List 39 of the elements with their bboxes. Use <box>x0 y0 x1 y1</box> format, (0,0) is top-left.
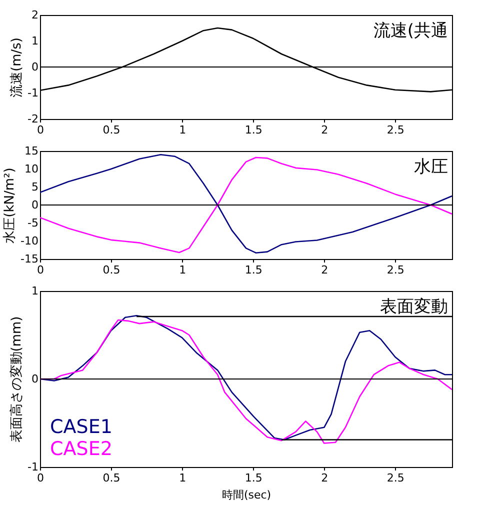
y-tick-label: -1 <box>28 86 38 100</box>
y-tick-label: 0 <box>32 60 38 74</box>
x-tick-label: 2 <box>321 124 328 136</box>
x-tick-label: 1 <box>179 124 186 136</box>
y-tick-label: -5 <box>28 216 38 230</box>
y-tick-label: -1 <box>28 460 38 474</box>
y-axis-title: 表面高さの変動(mm) <box>8 316 25 443</box>
chart-title: 流速(共通 <box>373 21 448 41</box>
text: CASE2 <box>50 438 112 460</box>
y-tick-label: -2 <box>28 112 38 126</box>
x-tick-label: 2 <box>321 472 328 484</box>
x-tick-label: 2.5 <box>386 124 404 136</box>
x-tick-label: 1 <box>179 472 186 484</box>
y-tick-label: 15 <box>24 144 38 158</box>
y-tick-label: 0 <box>32 372 38 386</box>
chart-title: 表面変動 <box>380 297 448 317</box>
x-tick-label: 0.5 <box>102 264 120 276</box>
y-axis-title: 水圧(kN/m²) <box>2 168 18 244</box>
y-tick-label: 0 <box>32 198 38 212</box>
x-tick-label: 2.5 <box>386 264 404 276</box>
series-label: CASE1 <box>50 416 112 438</box>
y-tick-label: 2 <box>32 8 38 22</box>
x-tick-label: 2.5 <box>386 472 404 484</box>
y-axis-title: 流速(m/s) <box>8 38 25 98</box>
x-tick-label: 1.5 <box>244 124 262 136</box>
x-axis-title: 時間(sec) <box>222 488 272 502</box>
chart-title: 水圧 <box>414 157 448 177</box>
x-tick-label: 1.5 <box>244 264 262 276</box>
y-tick-label: 1 <box>32 34 38 48</box>
y-tick-label: 10 <box>24 162 38 176</box>
y-tick-label: -15 <box>20 252 38 266</box>
x-tick-label: 1 <box>179 264 186 276</box>
x-tick-label: 0.5 <box>102 472 120 484</box>
y-tick-label: 5 <box>32 180 38 194</box>
x-tick-label: 1.5 <box>244 472 262 484</box>
y-tick-label: 1 <box>32 284 38 298</box>
x-tick-label: 0.5 <box>102 124 120 136</box>
x-tick-label: 2 <box>321 264 328 276</box>
y-tick-label: -10 <box>20 234 38 248</box>
